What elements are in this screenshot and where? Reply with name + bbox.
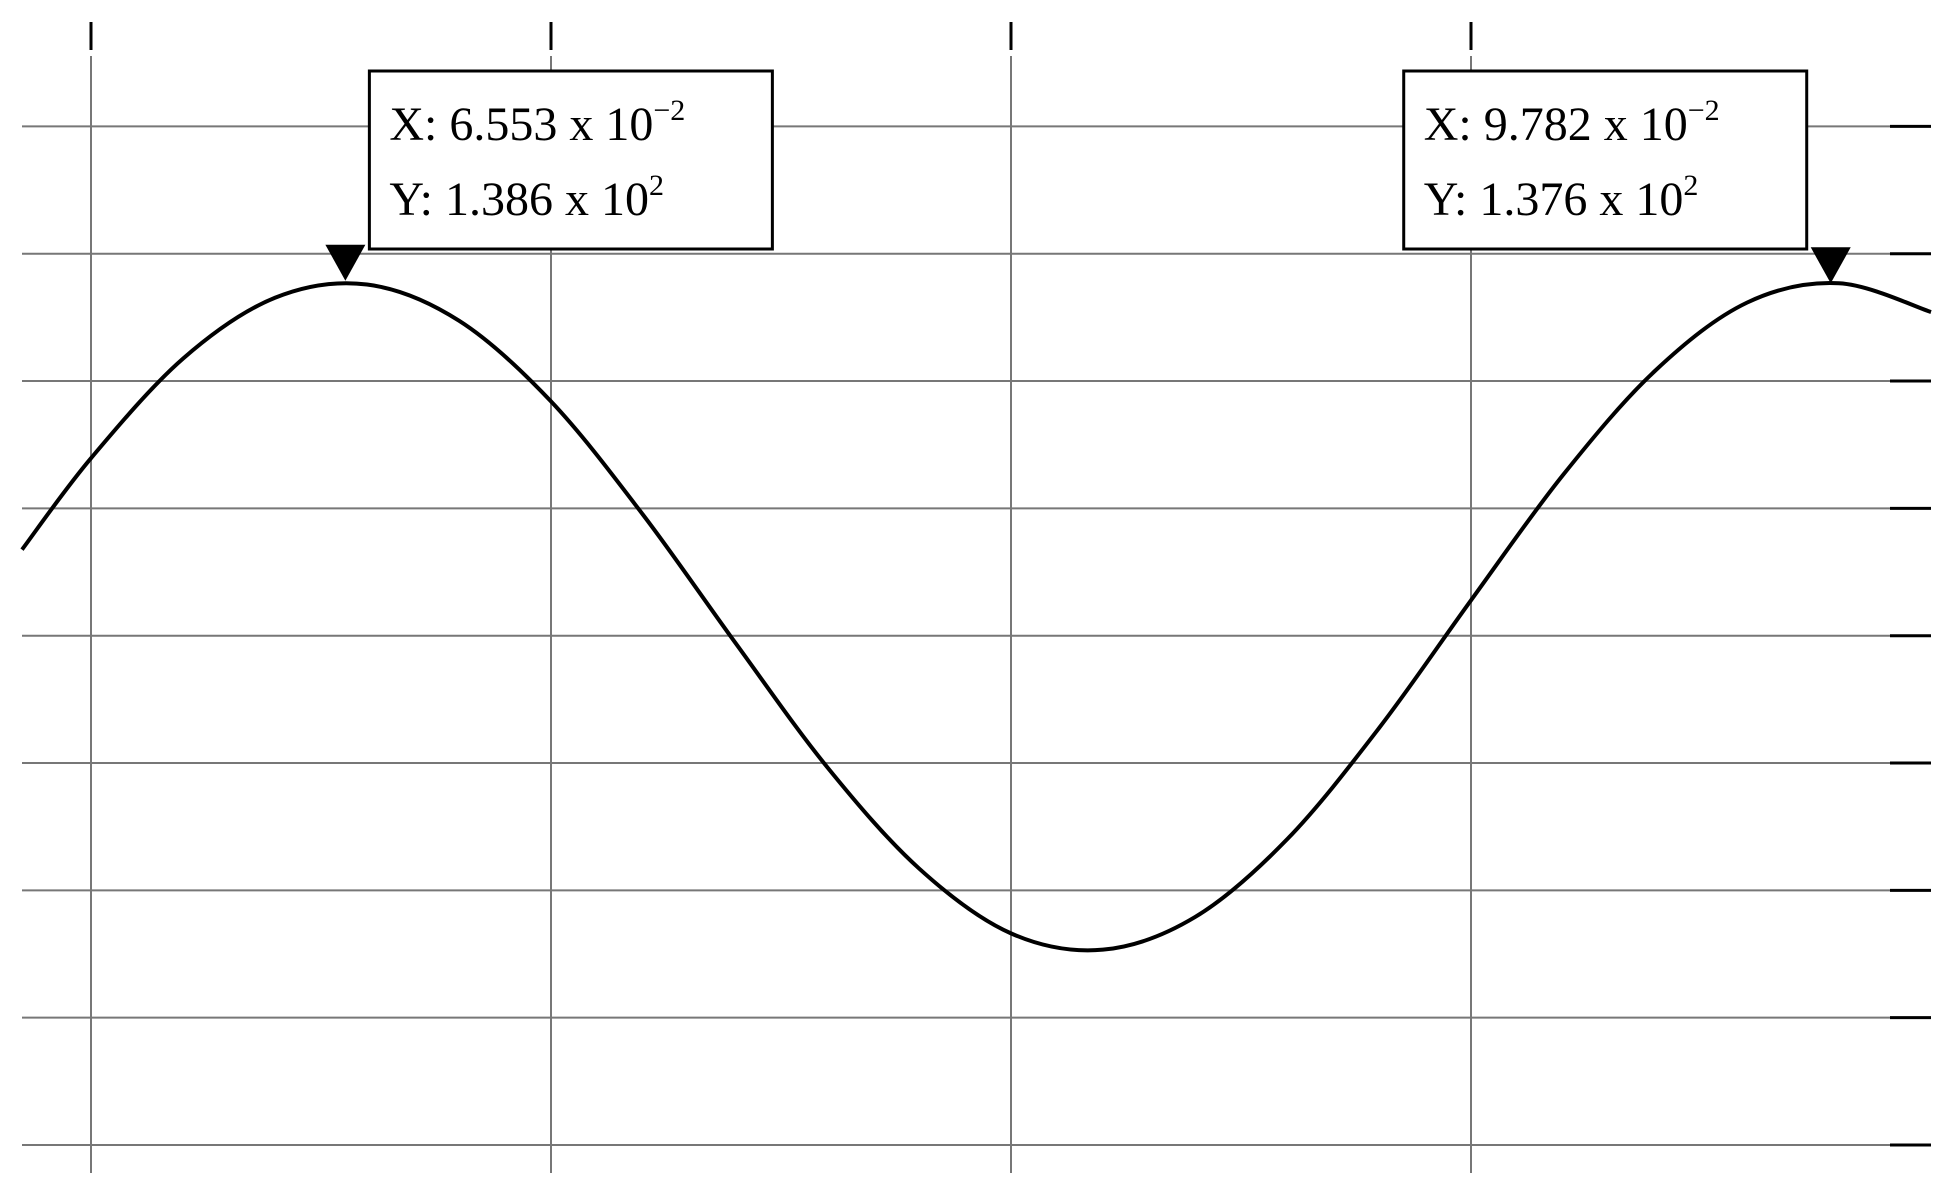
marker-label-exponent: −2	[1688, 94, 1720, 127]
marker-box	[367, 69, 774, 251]
marker-label-text: X: 9.782 x 10	[1424, 98, 1688, 151]
marker-label-exponent: 2	[649, 169, 664, 202]
marker-label: Y: 1.386 x 102	[389, 169, 664, 226]
marker-label: X: 9.782 x 10−2	[1424, 94, 1720, 151]
marker	[1810, 247, 1851, 284]
marker-box	[1402, 69, 1809, 251]
marker-label-exponent: 2	[1683, 169, 1698, 202]
marker	[325, 244, 366, 281]
marker-label: X: 6.553 x 10−2	[389, 94, 685, 151]
marker-label-text: Y: 1.386 x 10	[389, 173, 649, 226]
signal-line	[20, 281, 1932, 953]
marker-label-text: Y: 1.376 x 10	[1424, 173, 1684, 226]
marker-label: Y: 1.376 x 102	[1424, 169, 1699, 226]
marker-label-text: X: 6.553 x 10	[389, 98, 653, 151]
marker-label-exponent: −2	[653, 94, 685, 127]
